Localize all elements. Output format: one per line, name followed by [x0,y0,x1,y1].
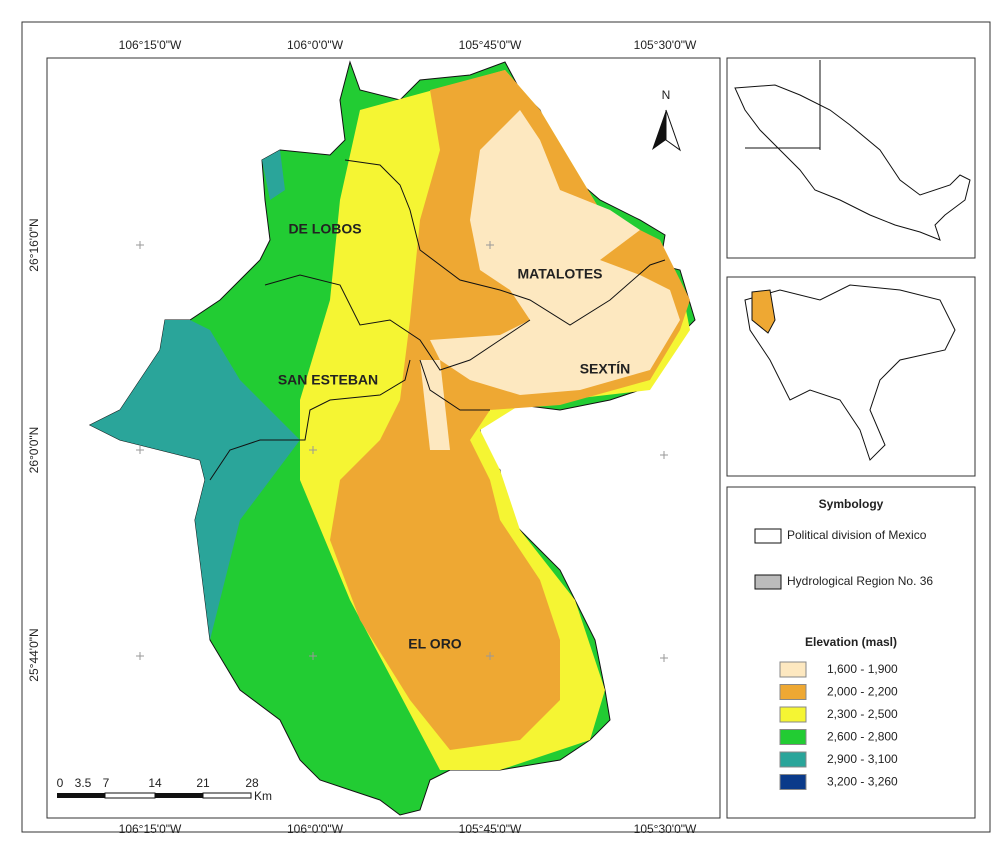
legend-item: 2,000 - 2,200 [827,685,898,699]
north-arrow [652,109,681,152]
grid-label: 26°0'0"N [27,427,41,474]
legend-item: 2,900 - 3,100 [827,752,898,766]
legend-title: Symbology [819,497,884,511]
elevation-map [88,60,696,816]
legend-swatch [779,729,807,745]
region-label: DE LOBOS [288,221,361,237]
grid-label: 105°30'0"W [634,822,697,836]
scale-label: 28 [245,776,259,790]
north-label: N [662,88,671,102]
grid-label: 25°44'0"N [27,628,41,681]
scale-bar [57,792,252,799]
zone-lowest [430,110,680,395]
legend-item: 2,300 - 2,500 [827,707,898,721]
grid-crosses [136,241,668,662]
legend-swatch [779,706,807,723]
basin-boundary [419,359,490,411]
region-label: EL ORO [408,636,462,652]
grid-label: 106°15'0"W [119,822,182,836]
scale-unit: Km [254,789,272,803]
zone-high [90,320,300,640]
scale-label: 14 [148,776,162,790]
legend-swatch [754,574,782,590]
grid-label: 105°45'0"W [459,822,522,836]
grid-label: 106°0'0"W [287,822,344,836]
legend-swatch [754,528,782,544]
inset-mexico [726,57,976,259]
scale-label: 7 [103,776,110,790]
legend-item: Political division of Mexico [787,528,927,542]
elevation-title: Elevation (masl) [805,635,897,649]
legend-item: 2,600 - 2,800 [827,730,898,744]
grid-label: 26°16'0"N [27,218,41,271]
grid-cross [136,241,668,662]
region-label: SAN ESTEBAN [278,372,378,388]
legend-swatch [779,684,807,700]
legend-item: Hydrological Region No. 36 [787,574,933,588]
basin-boundary [344,159,666,326]
scale-label: 3.5 [75,776,92,790]
zone-high [262,150,285,200]
study-area-inset [751,289,776,334]
basin-boundary [264,274,531,371]
scale-label: 0 [57,776,64,790]
legend-swatch [779,661,807,678]
locator-lines [745,60,821,150]
legend-item: 3,200 - 3,260 [827,775,898,789]
scale-label: 21 [196,776,210,790]
legend-swatch [779,774,807,790]
region-outline [744,284,956,461]
region-label: SEXTÍN [580,361,631,377]
mexico-outline [734,84,971,241]
grid-label: 106°15'0"W [119,38,182,52]
grid-label: 105°45'0"W [459,38,522,52]
basin-boundary [209,359,411,481]
region-label: MATALOTES [517,266,602,282]
grid-label: 105°30'0"W [634,38,697,52]
legend-item: 1,600 - 1,900 [827,662,898,676]
legend-swatch [779,751,807,768]
grid-label: 106°0'0"W [287,38,344,52]
